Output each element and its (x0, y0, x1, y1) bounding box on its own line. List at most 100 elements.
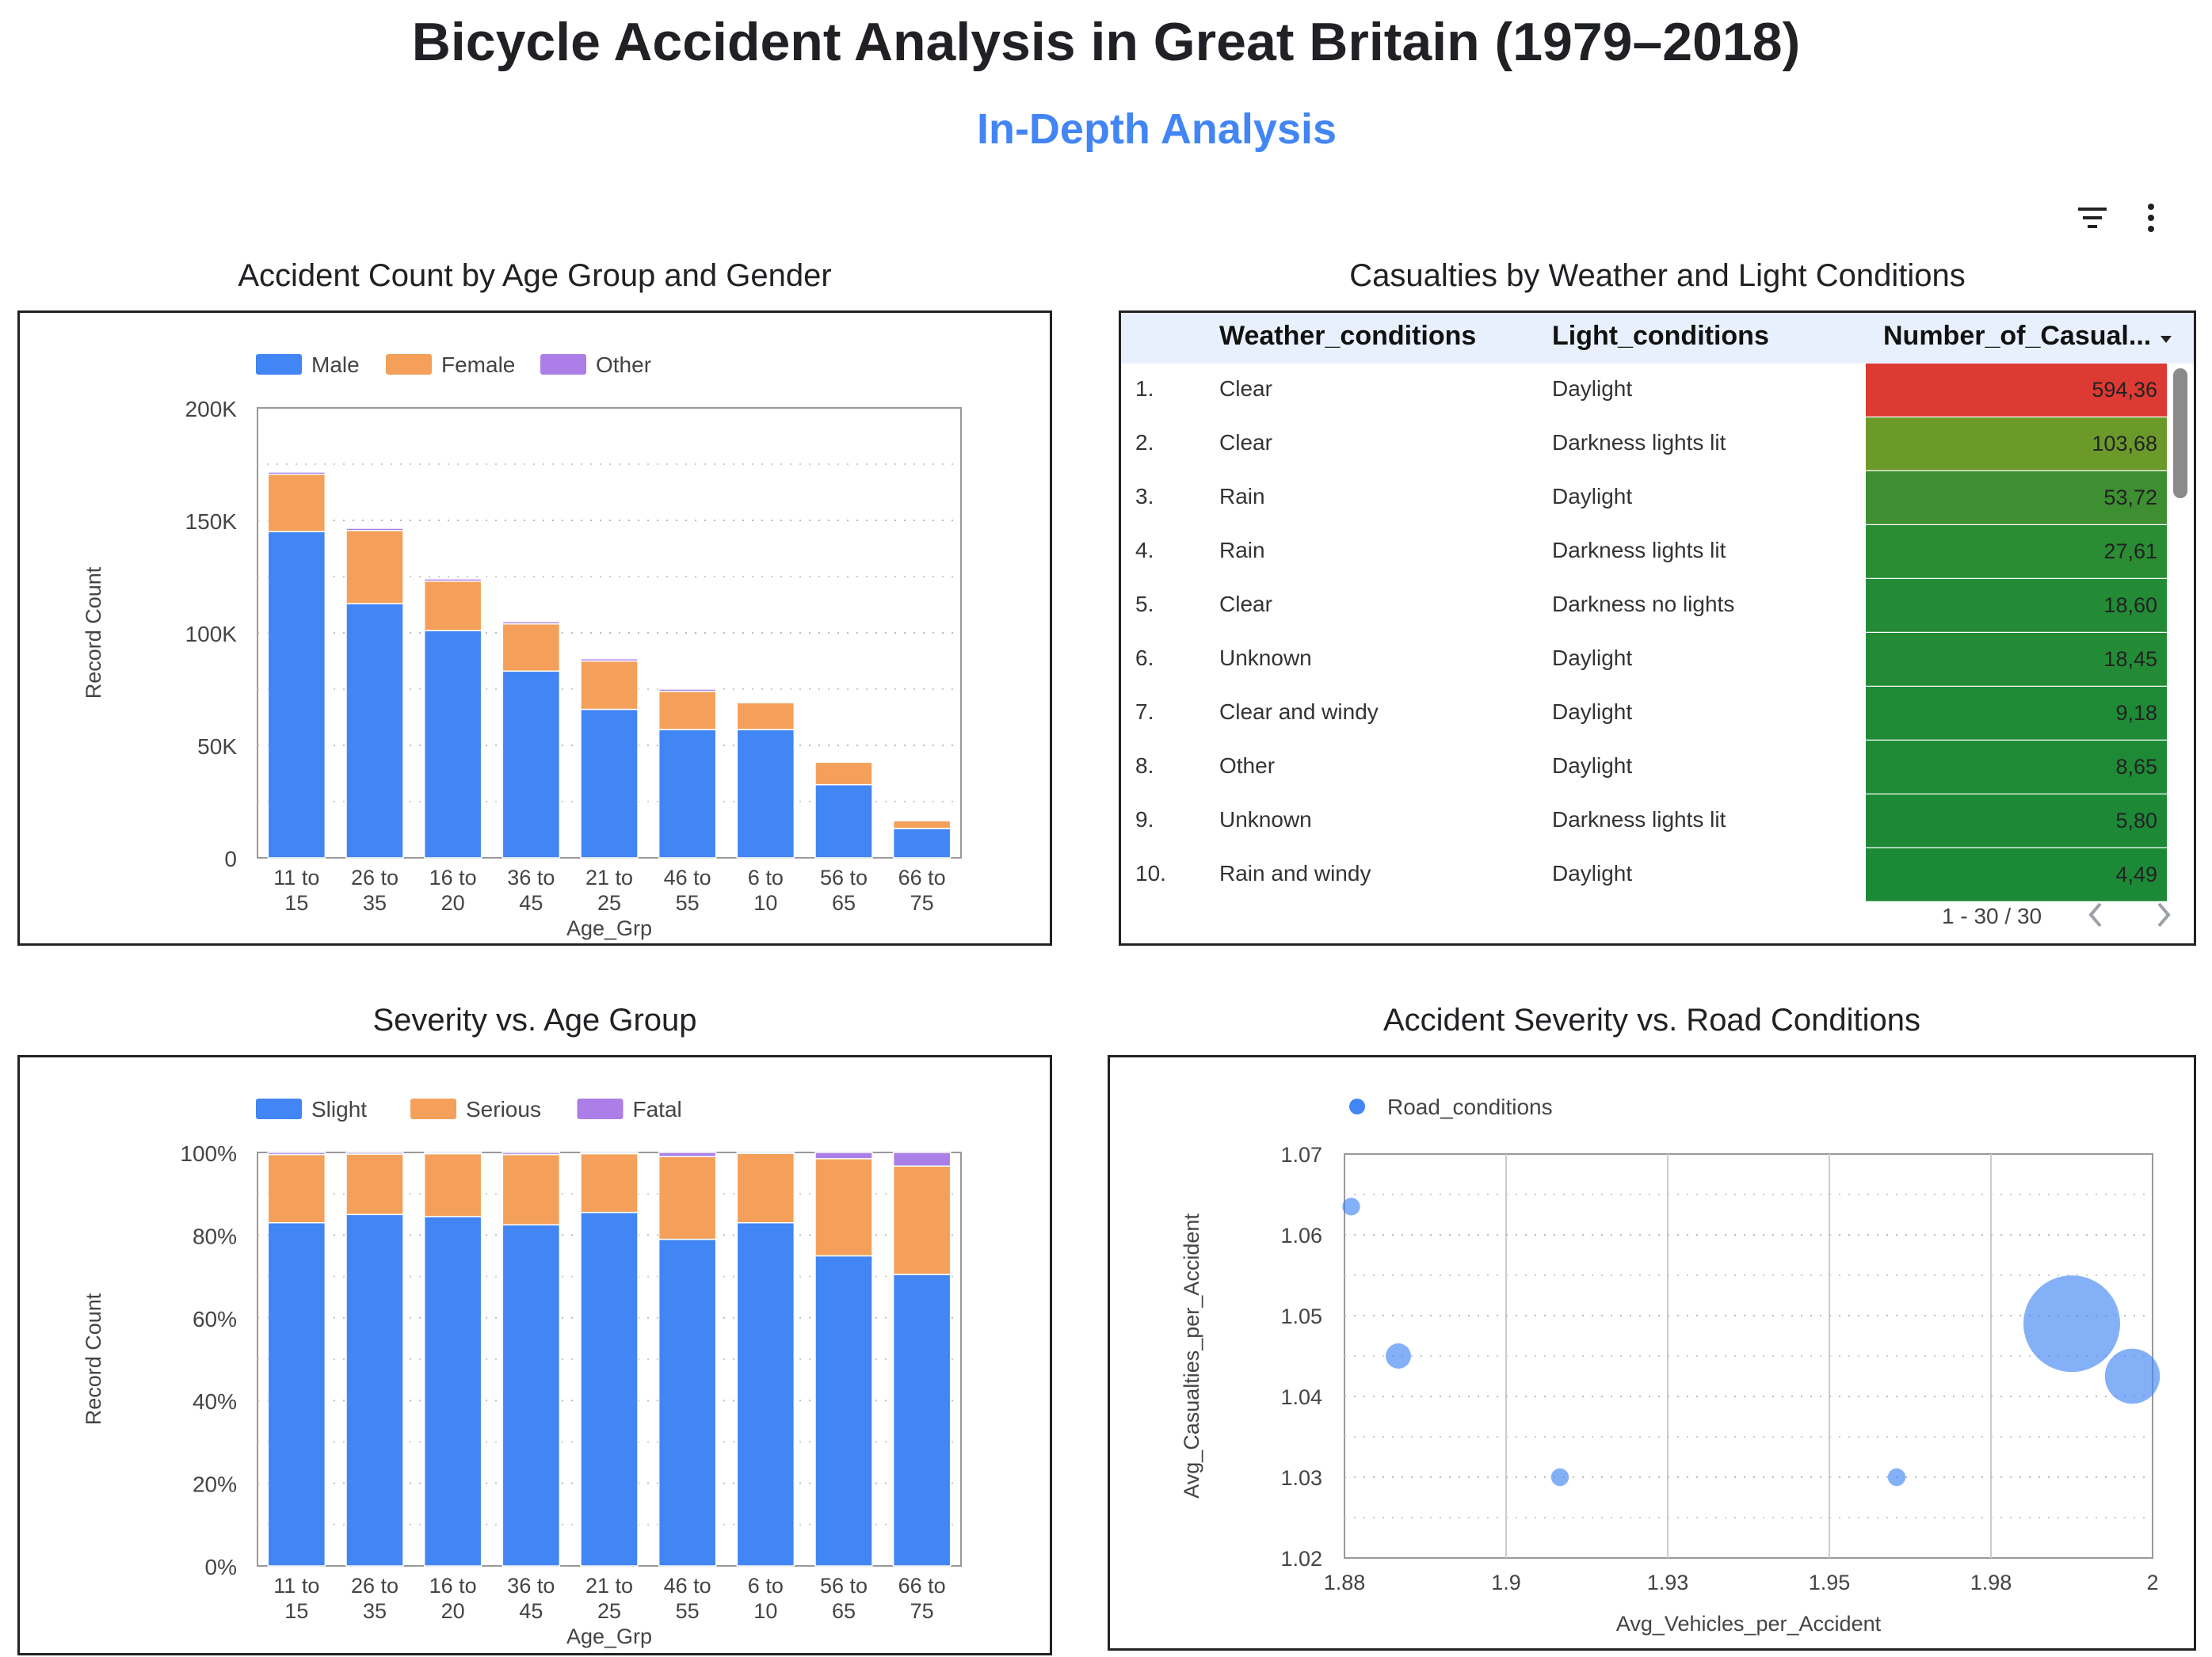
x-tick-label: 65 (832, 1599, 856, 1623)
cell-casualties-heat: 9,18 (1866, 687, 2167, 740)
table-row[interactable]: 8. Other Daylight 8,65 (1121, 741, 2194, 794)
x-tick-label: 45 (519, 1599, 543, 1623)
prev-page-icon[interactable] (2086, 901, 2105, 933)
y-tick-label: 80% (193, 1224, 237, 1248)
bar-segment-serious (502, 1153, 561, 1226)
bar-segment-female (892, 820, 952, 829)
x-tick-label: 46 to (664, 1574, 711, 1598)
bar-segment-male (892, 828, 952, 859)
cell-light: Daylight (1552, 484, 1633, 509)
x-tick-label: 1.98 (1970, 1571, 2012, 1594)
bar-segment-slight (502, 1224, 561, 1567)
bar-segment-serious (345, 1153, 404, 1216)
legend-swatch-serious (410, 1099, 456, 1119)
x-tick-label: 10 (753, 1599, 777, 1623)
bar-segment-other (423, 578, 482, 582)
legend-swatch-fatal (577, 1099, 624, 1119)
y-tick-label: 1.05 (1280, 1305, 1322, 1328)
cell-casualties-value: 8,65 (2115, 755, 2157, 779)
legend-label-road-conditions: Road_conditions (1387, 1095, 1553, 1119)
bar-segment-slight (892, 1274, 952, 1567)
legend-label-slight: Slight (311, 1097, 367, 1122)
cell-casualties-heat: 8,65 (1866, 741, 2167, 794)
scatter-point (1342, 1198, 1360, 1216)
cell-casualties-heat: 27,61 (1866, 525, 2167, 578)
bar-segment-fatal (892, 1152, 952, 1167)
cell-casualties-heat: 18,60 (1866, 579, 2167, 632)
cell-casualties-value: 27,61 (2103, 539, 2157, 563)
bar-segment-fatal (502, 1152, 561, 1156)
table-scrollbar[interactable] (2173, 368, 2187, 498)
y-axis-label: Record Count (82, 1293, 105, 1425)
cell-weather: Unknown (1219, 646, 1312, 670)
table-row[interactable]: 2. Clear Darkness lights lit 103,68 (1121, 417, 2194, 471)
age-gender-chart-title: Accident Count by Age Group and Gender (238, 258, 832, 293)
filter-list-icon[interactable] (2073, 198, 2112, 238)
table-row[interactable]: 6. Unknown Daylight 18,45 (1121, 633, 2194, 687)
y-tick-label: 0 (224, 847, 237, 871)
cell-weather: Clear (1219, 376, 1272, 401)
bar-segment-male (736, 729, 795, 859)
next-page-icon[interactable] (2154, 901, 2173, 933)
cell-light: Daylight (1552, 376, 1633, 401)
row-rank: 5. (1135, 592, 1154, 616)
plot-area (1344, 1153, 2153, 1559)
x-axis-label: Age_Grp (566, 916, 652, 940)
bar-segment-other (736, 700, 795, 703)
bar-segment-male (502, 670, 561, 859)
x-tick-label: 45 (519, 891, 543, 915)
cell-casualties-value: 18,45 (2103, 647, 2157, 671)
row-rank: 3. (1135, 484, 1154, 509)
scatter-point (1386, 1343, 1411, 1369)
cell-weather: Unknown (1219, 807, 1312, 832)
table-row[interactable]: 9. Unknown Darkness lights lit 5,80 (1121, 794, 2194, 848)
column-header-weather[interactable]: Weather_conditions (1219, 321, 1477, 351)
x-tick-label: 21 to (585, 866, 633, 889)
bar-segment-other (345, 528, 404, 531)
cell-light: Daylight (1552, 861, 1633, 886)
x-tick-label: 75 (910, 1599, 934, 1623)
table-row[interactable]: 10. Rain and windy Daylight 4,49 (1121, 848, 2194, 902)
x-tick-label: 36 to (507, 866, 555, 889)
table-row[interactable]: 3. Rain Daylight 53,72 (1121, 471, 2194, 525)
bar-segment-other (814, 760, 873, 764)
legend-swatch-slight (256, 1099, 302, 1119)
legend-swatch-other (540, 354, 586, 375)
x-tick-label: 20 (441, 891, 465, 915)
x-tick-label: 1.93 (1647, 1571, 1689, 1594)
x-tick-label: 11 to (273, 866, 319, 889)
cell-light: Darkness lights lit (1552, 807, 1726, 832)
y-tick-label: 150K (185, 509, 238, 534)
cell-casualties-heat: 4,49 (1866, 848, 2167, 901)
bar-segment-female (345, 530, 404, 604)
table-row[interactable]: 1. Clear Daylight 594,36 (1121, 364, 2194, 417)
bar-segment-fatal (423, 1152, 482, 1155)
x-tick-label: 55 (676, 1599, 700, 1623)
table-row[interactable]: 4. Rain Darkness lights lit 27,61 (1121, 525, 2194, 579)
y-tick-label: 1.06 (1280, 1224, 1322, 1248)
y-tick-label: 100K (185, 622, 238, 646)
scatter-point (1887, 1468, 1906, 1487)
column-header-casualties[interactable]: Number_of_Casual... (1883, 321, 2152, 351)
legend-label-male: Male (311, 352, 360, 377)
more-vert-icon[interactable] (2131, 198, 2171, 238)
page-subtitle: In-Depth Analysis (976, 105, 1337, 153)
bar-segment-fatal (580, 1152, 639, 1155)
cell-light: Darkness lights lit (1552, 430, 1726, 455)
table-row[interactable]: 5. Clear Darkness no lights 18,60 (1121, 579, 2194, 633)
bar-segment-fatal (736, 1152, 795, 1154)
x-tick-label: 15 (284, 891, 308, 915)
cell-casualties-heat: 53,72 (1866, 471, 2167, 524)
road-chart-title: Accident Severity vs. Road Conditions (1382, 1003, 1921, 1038)
x-tick-label: 15 (284, 1599, 308, 1623)
column-header-light[interactable]: Light_conditions (1552, 321, 1769, 351)
cell-weather: Clear (1219, 592, 1272, 616)
row-rank: 10. (1135, 861, 1166, 886)
table-row[interactable]: 7. Clear and windy Daylight 9,18 (1121, 687, 2194, 741)
x-axis-label: Avg_Vehicles_per_Accident (1616, 1612, 1882, 1636)
bar-segment-other (658, 688, 717, 692)
x-tick-label: 26 to (351, 1574, 399, 1598)
bar-segment-female (423, 580, 482, 631)
cell-light: Daylight (1552, 646, 1633, 670)
sort-desc-icon[interactable] (2161, 333, 2172, 348)
